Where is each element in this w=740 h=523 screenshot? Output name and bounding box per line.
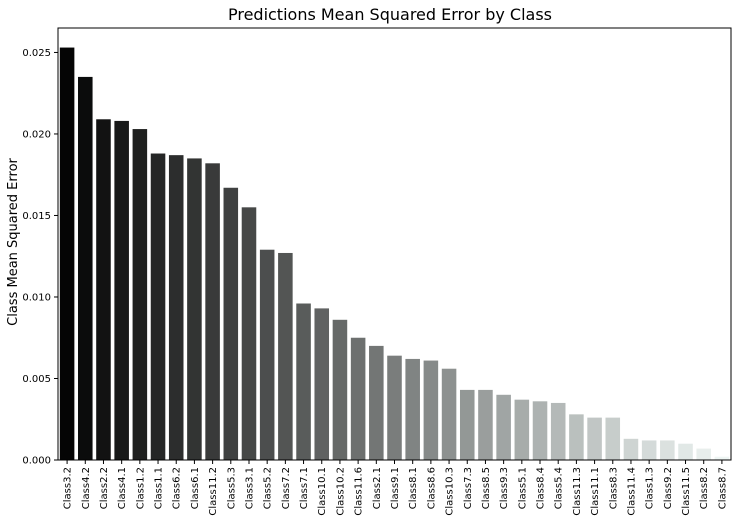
bar-class8-6 xyxy=(423,360,439,460)
x-tick-label: Class11.3 xyxy=(572,467,583,516)
x-tick-label: Class4.2 xyxy=(81,467,92,509)
x-tick-label: Class11.1 xyxy=(590,467,601,516)
bar-class4-1 xyxy=(114,120,129,461)
x-tick-label: Class8.2 xyxy=(699,467,710,509)
x-tick-label: Class2.2 xyxy=(99,467,110,509)
bar-class5-1 xyxy=(514,399,530,460)
bar-class8-1 xyxy=(405,358,420,460)
bar-class3-2 xyxy=(59,47,75,461)
bars-group xyxy=(59,47,730,461)
bar-class8-2 xyxy=(696,448,711,460)
x-tick-label: Class8.4 xyxy=(536,467,547,509)
x-tick-label: Class11.2 xyxy=(208,467,219,516)
x-tick-label: Class1.3 xyxy=(645,467,656,509)
x-tick-label: Class5.4 xyxy=(554,467,565,509)
x-tick-label: Class10.1 xyxy=(317,467,328,516)
bar-class1-2 xyxy=(132,129,148,460)
bar-class7-2 xyxy=(278,252,293,460)
x-tick-label: Class8.5 xyxy=(481,467,492,509)
x-tick-label: Class8.1 xyxy=(408,467,419,509)
y-tick-label: 0.025 xyxy=(22,48,51,59)
y-tick-label: 0.000 xyxy=(22,456,51,467)
bar-class5-4 xyxy=(550,402,566,460)
bar-class2-1 xyxy=(369,345,384,460)
x-tick-label: Class8.6 xyxy=(426,467,437,509)
x-tick-label: Class9.2 xyxy=(663,467,674,509)
x-tick-label: Class10.2 xyxy=(335,467,346,516)
bar-class1-1 xyxy=(150,153,166,460)
bar-class9-1 xyxy=(387,355,402,460)
bar-class7-3 xyxy=(459,389,475,460)
bar-class8-5 xyxy=(478,389,493,460)
bar-class11-3 xyxy=(569,414,584,460)
y-tick-label: 0.015 xyxy=(22,211,51,222)
bar-class11-1 xyxy=(587,417,602,460)
y-tick-label: 0.020 xyxy=(22,129,51,140)
x-tick-label: Class8.3 xyxy=(608,467,619,509)
x-tick-label: Class6.1 xyxy=(190,467,201,509)
bar-class11-6 xyxy=(350,337,366,460)
x-tick-label: Class9.1 xyxy=(390,467,401,509)
bar-class2-2 xyxy=(96,119,111,460)
bar-class11-5 xyxy=(678,443,693,460)
y-tick-label: 0.005 xyxy=(22,374,51,385)
bar-class6-2 xyxy=(168,155,184,460)
bar-class1-3 xyxy=(641,440,657,460)
bar-class11-4 xyxy=(623,438,639,460)
bar-class9-3 xyxy=(496,394,511,460)
x-tick-label: Class7.3 xyxy=(463,467,474,509)
y-tick-label: 0.010 xyxy=(22,292,51,303)
bar-class5-3 xyxy=(223,187,239,460)
bar-class10-2 xyxy=(332,319,348,460)
x-tick-label: Class1.2 xyxy=(135,467,146,509)
y-axis-label: Class Mean Squared Error xyxy=(6,157,21,325)
bar-class10-1 xyxy=(314,308,330,460)
x-tick-label: Class3.1 xyxy=(244,467,255,509)
bar-class9-2 xyxy=(660,440,675,460)
x-tick-label: Class10.3 xyxy=(445,467,456,516)
x-tick-label: Class4.1 xyxy=(117,467,128,509)
plot-area-frame xyxy=(57,27,732,461)
y-axis-ticks: 0.000 0.005 0.010 0.015 0.020 0.025 xyxy=(22,48,58,467)
bar-class3-1 xyxy=(241,207,257,460)
x-tick-label: Class3.2 xyxy=(63,467,74,509)
x-tick-label: Class1.1 xyxy=(154,467,165,509)
x-tick-label: Class7.2 xyxy=(281,467,292,509)
bar-class10-3 xyxy=(441,368,457,460)
bar-class6-1 xyxy=(187,158,202,461)
x-tick-label: Class5.2 xyxy=(263,467,274,509)
x-tick-label: Class11.5 xyxy=(681,467,692,516)
bar-class5-2 xyxy=(259,249,275,460)
bar-class4-2 xyxy=(78,76,93,460)
chart-title: Predictions Mean Squared Error by Class xyxy=(228,5,552,24)
x-tick-label: Class9.3 xyxy=(499,467,510,509)
bar-class11-2 xyxy=(205,163,220,460)
bar-class8-3 xyxy=(605,417,621,460)
x-axis-ticks: Class3.2 Class4.2 Class2.2 Class4.1 Class1.2… xyxy=(63,460,728,516)
x-tick-label: Class7.1 xyxy=(299,467,310,509)
bar-class7-1 xyxy=(296,303,311,460)
x-tick-label: Class5.3 xyxy=(226,467,237,509)
bar-class8-4 xyxy=(532,401,548,460)
x-tick-label: Class8.7 xyxy=(717,467,728,509)
x-tick-label: Class6.2 xyxy=(172,467,183,509)
x-tick-label: Class5.1 xyxy=(517,467,528,509)
x-tick-label: Class11.4 xyxy=(626,467,637,516)
bar-class8-7 xyxy=(714,456,730,460)
x-tick-label: Class2.1 xyxy=(372,467,383,509)
x-tick-label: Class11.6 xyxy=(354,467,365,516)
